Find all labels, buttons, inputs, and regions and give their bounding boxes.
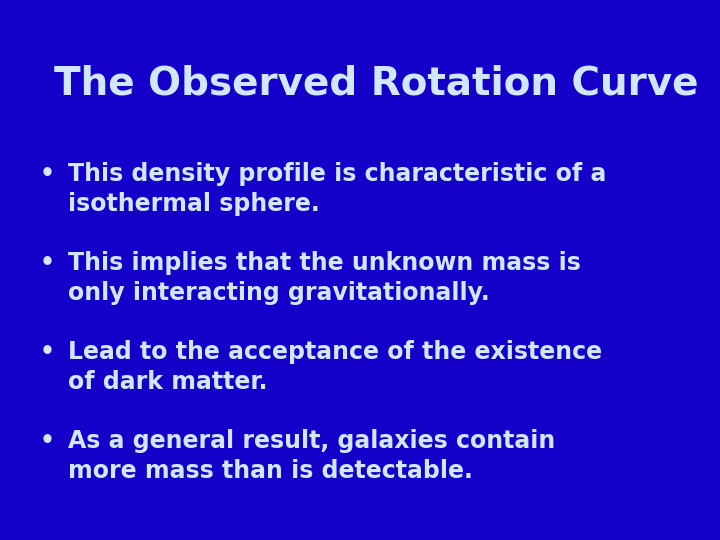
Text: The Observed Rotation Curve: The Observed Rotation Curve	[54, 65, 698, 103]
Text: •: •	[40, 340, 55, 364]
Text: •: •	[40, 429, 55, 453]
Text: •: •	[40, 251, 55, 275]
Text: •: •	[40, 162, 55, 186]
Text: Lead to the acceptance of the existence
of dark matter.: Lead to the acceptance of the existence …	[68, 340, 603, 394]
Text: As a general result, galaxies contain
more mass than is detectable.: As a general result, galaxies contain mo…	[68, 429, 556, 483]
Text: This density profile is characteristic of a
isothermal sphere.: This density profile is characteristic o…	[68, 162, 607, 215]
Text: This implies that the unknown mass is
only interacting gravitationally.: This implies that the unknown mass is on…	[68, 251, 581, 305]
